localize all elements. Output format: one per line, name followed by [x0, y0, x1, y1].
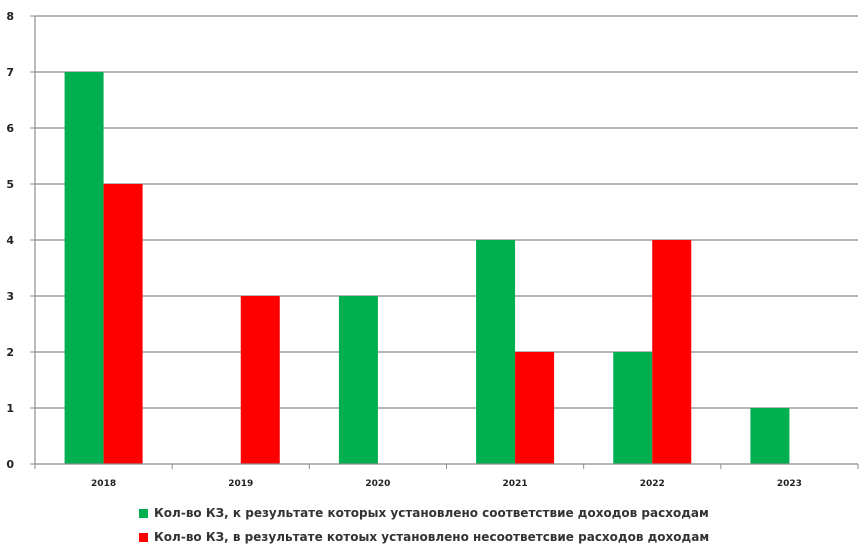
legend-item-series-2: Кол-во КЗ, в результате котоых установле… — [139, 530, 709, 544]
bars — [64, 72, 790, 464]
y-tick-label: 0 — [6, 458, 14, 471]
bar-red-2022 — [652, 240, 692, 464]
x-tick-label: 2021 — [503, 479, 528, 489]
y-tick-label: 2 — [6, 346, 14, 359]
x-axis-ticks: 2018 2019 2020 2021 2022 2023 — [34, 464, 859, 489]
y-tick-label: 6 — [6, 122, 14, 135]
bar-green-2020 — [338, 296, 378, 464]
y-tick-label: 3 — [6, 290, 14, 303]
x-tick-label: 2018 — [91, 479, 116, 489]
y-axis-ticks: 0 1 2 3 4 5 6 7 8 — [6, 10, 35, 471]
bar-green-2018 — [64, 72, 104, 464]
bar-red-2018 — [103, 184, 143, 464]
x-tick-label: 2022 — [640, 479, 665, 489]
y-tick-label: 5 — [6, 178, 14, 191]
x-tick-label: 2023 — [777, 479, 802, 489]
bar-red-2021 — [515, 352, 555, 464]
bar-green-2021 — [476, 240, 516, 464]
y-tick-label: 1 — [6, 402, 14, 415]
legend-label: Кол-во КЗ, в результате котоых установле… — [154, 530, 710, 544]
bar-chart: 0 1 2 3 4 5 6 7 8 2018 2019 2020 2021 2022 2023 — [6, 10, 859, 489]
legend-swatch-red — [139, 532, 148, 542]
legend-swatch-green — [139, 508, 148, 518]
y-tick-label: 7 — [6, 66, 14, 79]
bar-green-2023 — [750, 408, 790, 464]
y-tick-label: 4 — [6, 234, 14, 247]
bar-red-2019 — [240, 296, 280, 464]
gridlines — [35, 15, 858, 409]
legend-item-series-1: Кол-во КЗ, к результате которых установл… — [139, 506, 709, 520]
bar-green-2022 — [613, 352, 653, 464]
y-tick-label: 8 — [6, 10, 14, 23]
x-tick-label: 2020 — [365, 479, 390, 489]
x-tick-label: 2019 — [228, 479, 253, 489]
legend-label: Кол-во КЗ, к результате которых установл… — [154, 506, 709, 520]
